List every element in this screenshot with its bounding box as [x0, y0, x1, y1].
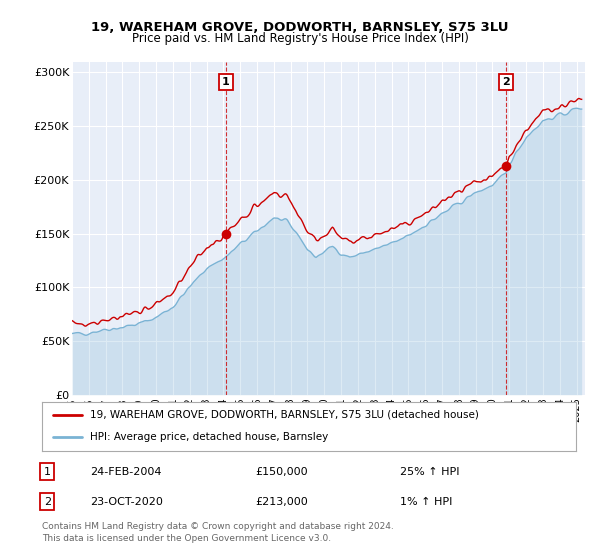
Text: 24-FEB-2004: 24-FEB-2004 — [90, 466, 161, 477]
Text: 19, WAREHAM GROVE, DODWORTH, BARNSLEY, S75 3LU: 19, WAREHAM GROVE, DODWORTH, BARNSLEY, S… — [91, 21, 509, 34]
Text: 23-OCT-2020: 23-OCT-2020 — [90, 497, 163, 507]
Text: £150,000: £150,000 — [256, 466, 308, 477]
Text: Price paid vs. HM Land Registry's House Price Index (HPI): Price paid vs. HM Land Registry's House … — [131, 32, 469, 45]
Text: 2: 2 — [502, 77, 510, 87]
Text: Contains HM Land Registry data © Crown copyright and database right 2024.
This d: Contains HM Land Registry data © Crown c… — [42, 522, 394, 543]
Text: 1: 1 — [222, 77, 230, 87]
Text: 19, WAREHAM GROVE, DODWORTH, BARNSLEY, S75 3LU (detached house): 19, WAREHAM GROVE, DODWORTH, BARNSLEY, S… — [90, 410, 479, 420]
Text: 1: 1 — [44, 466, 51, 477]
Text: 25% ↑ HPI: 25% ↑ HPI — [400, 466, 459, 477]
Text: £213,000: £213,000 — [256, 497, 308, 507]
Text: 2: 2 — [44, 497, 51, 507]
Text: 1% ↑ HPI: 1% ↑ HPI — [400, 497, 452, 507]
Text: HPI: Average price, detached house, Barnsley: HPI: Average price, detached house, Barn… — [90, 432, 328, 442]
